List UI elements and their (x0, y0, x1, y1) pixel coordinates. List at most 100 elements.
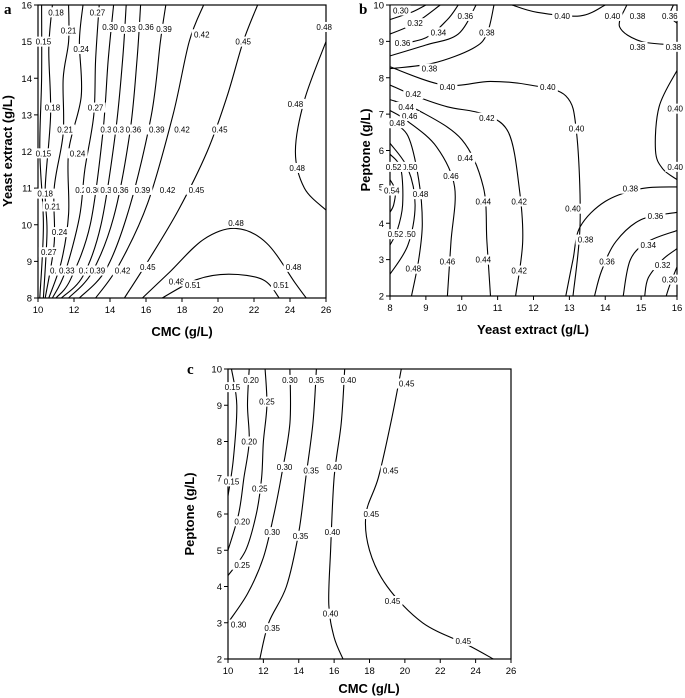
panel-a-contour-label: 0.48 (166, 276, 187, 287)
panel-b-y-tick-label: 6 (379, 146, 384, 157)
panel-a-x-tick-label: 18 (177, 305, 188, 316)
svg-text:0.40: 0.40 (667, 163, 683, 172)
panel-a-contour-label: 0.39 (87, 265, 108, 276)
panel-a-contour-label: 0.33 (118, 23, 138, 34)
svg-text:0.48: 0.48 (288, 100, 304, 109)
panel-a-y-tick-label: 8 (27, 294, 32, 305)
panel-a-contour-label: 0.24 (49, 227, 70, 238)
panel-b-contour-label: 0.34 (428, 27, 449, 38)
svg-text:0.46: 0.46 (402, 112, 418, 121)
svg-text:0.36: 0.36 (458, 12, 474, 21)
panel-a-contour-label: 0.42 (157, 184, 178, 195)
svg-text:0.25: 0.25 (252, 485, 268, 494)
panel-b-contour-line-0-30 (390, 5, 427, 21)
panel-c-contour-label: 0.30 (228, 619, 249, 630)
panel-c-x-tick-label: 16 (329, 666, 340, 677)
svg-text:0.33: 0.33 (113, 126, 129, 135)
svg-text:0.46: 0.46 (443, 172, 459, 181)
panel-a-contour-label: 0.45 (209, 124, 230, 135)
panel-c-contour-line-0-35 (259, 369, 317, 659)
panel-b-contour-line-0-38 (565, 186, 677, 296)
svg-text:0.36: 0.36 (126, 126, 142, 135)
panel-a-contour-label: 0.39 (132, 184, 153, 195)
panel-b-contour-label: 0.42 (509, 265, 530, 276)
panel-a-contour-line-0-48 (142, 227, 307, 298)
panel-a-contour-label: 0.36 (123, 124, 144, 135)
panel-b-contour-label: 0.50 (397, 229, 418, 240)
panel-b-x-tick-label: 16 (672, 303, 683, 314)
panel-c-contour-label: 0.15 (222, 382, 243, 393)
panel-a-contour-label: 0.15 (33, 148, 54, 159)
panel-a-y-tick-label: 12 (21, 147, 32, 158)
svg-text:0.20: 0.20 (243, 376, 259, 385)
panel-c-contour-label: 0.35 (290, 530, 311, 541)
panel-a-x-axis-title: CMC (g/L) (151, 324, 212, 339)
panel-b-contour-label: 0.40 (665, 161, 685, 172)
panel-a-contour-line-0-48 (294, 41, 326, 211)
svg-text:0.35: 0.35 (293, 532, 309, 541)
panel-a-contour-label: 0.48 (314, 21, 335, 32)
panel-c-y-tick-label: 8 (217, 437, 222, 448)
panel-b-x-axis-title: Yeast extract (g/L) (477, 322, 589, 337)
svg-text:0.40: 0.40 (325, 528, 341, 537)
panel-b-contour-label: 0.38 (663, 41, 684, 52)
panel-a-contour-label: 0.30 (98, 124, 119, 135)
svg-text:0.38: 0.38 (630, 43, 646, 52)
panel-c-x-tick-label: 26 (506, 666, 517, 677)
svg-text:0.45: 0.45 (189, 186, 205, 195)
svg-text:0.30: 0.30 (282, 376, 298, 385)
contour-panel-a: a CMC (g/L) Yeast extract (g/L) 10 12 14 16… (0, 1, 335, 339)
svg-text:0.40: 0.40 (323, 610, 339, 619)
panel-b-x-tick-label: 13 (564, 303, 575, 314)
panel-c-contour-label: 0.40 (320, 608, 341, 619)
panel-c-contour-label: 0.45 (453, 635, 474, 646)
panel-c-contour-label: 0.45 (396, 378, 417, 389)
panel-b-contour-label: 0.44 (473, 254, 494, 265)
svg-text:0.18: 0.18 (45, 104, 61, 113)
panel-a-contour-label: 0.27 (87, 7, 108, 18)
panel-c-x-tick-label: 10 (223, 666, 234, 677)
panel-b-contour-label: 0.36 (659, 10, 680, 21)
svg-text:0.15: 0.15 (36, 38, 52, 47)
panel-b-contour-line-0-38 (390, 5, 495, 70)
svg-text:0.40: 0.40 (605, 12, 621, 21)
panel-a-contour-label: 0.45 (137, 261, 158, 272)
svg-text:0.42: 0.42 (160, 186, 176, 195)
panel-c-contour-label: 0.35 (262, 623, 283, 634)
panel-b-contour-label: 0.50 (399, 161, 420, 172)
svg-text:0.38: 0.38 (422, 65, 438, 74)
svg-text:0.21: 0.21 (61, 27, 77, 36)
panel-a-y-tick-label: 11 (22, 184, 32, 195)
panel-a-contour-line-0-33 (61, 5, 127, 298)
panel-c-y-tick-label: 2 (217, 655, 222, 666)
panel-b-contour-line-0-50 (390, 142, 416, 275)
svg-text:0.27: 0.27 (88, 104, 104, 113)
panel-a-x-tick-label: 22 (249, 305, 260, 316)
panel-b-y-tick-label: 8 (379, 73, 384, 84)
panel-c-contour-label: 0.45 (361, 509, 382, 519)
panel-b-x-tick-label: 15 (636, 303, 647, 314)
svg-text:0.51: 0.51 (273, 281, 289, 290)
panel-b-contour-label: 0.38 (476, 27, 497, 38)
panel-a-contour-label: 0.48 (226, 217, 246, 228)
panel-b-contour-line-0-48 (390, 120, 423, 296)
panel-b-contour-label: 0.54 (381, 185, 402, 196)
panel-b-contour-label: 0.38 (575, 234, 596, 245)
panel-a-contour-label: 0.42 (112, 265, 133, 276)
svg-text:0.48: 0.48 (286, 263, 302, 272)
panel-c-y-tick-label: 5 (217, 546, 222, 557)
svg-text:0.30: 0.30 (393, 6, 409, 15)
panel-a-contour-label: 0.24 (67, 148, 88, 159)
svg-text:0.35: 0.35 (264, 624, 280, 633)
panel-a-x-tick-label: 24 (285, 305, 296, 316)
panel-a-x-tick-label: 14 (105, 305, 116, 316)
panel-c-contour-label: 0.25 (256, 396, 277, 407)
panel-b-contour-label: 0.46 (437, 256, 458, 267)
panel-b-contour-label: 0.38 (419, 63, 440, 74)
svg-text:0.52: 0.52 (386, 163, 402, 172)
svg-text:0.42: 0.42 (174, 126, 190, 135)
panel-c-contour-label: 0.30 (279, 374, 300, 385)
panel-b-contour-label: 0.46 (399, 110, 420, 121)
svg-text:0.38: 0.38 (630, 12, 646, 21)
panel-b-contour-line-0-32 (644, 248, 677, 296)
